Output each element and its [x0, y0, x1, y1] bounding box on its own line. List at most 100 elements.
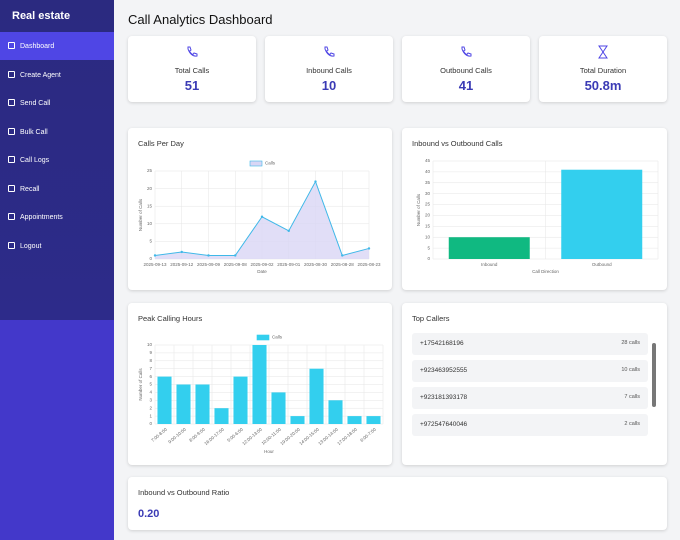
- nav-icon: [8, 99, 15, 106]
- caller-row[interactable]: 7 calls +923181393178: [412, 387, 648, 409]
- sidebar: Real estate Dashboard Create Agent Send Ca…: [0, 0, 114, 540]
- y-tick-label: 20: [425, 213, 431, 218]
- x-tick-label: 2025-08-23: [357, 262, 381, 267]
- nav-label: Send Call: [20, 100, 51, 107]
- caller-row[interactable]: 28 calls +17542168196: [412, 333, 648, 355]
- stat-value: 41: [458, 78, 474, 93]
- y-tick-label: 25: [425, 202, 431, 207]
- caller-number: +972547640046: [420, 421, 468, 428]
- legend-label: Calls: [265, 161, 276, 166]
- caller-row[interactable]: 2 calls +972547640046: [412, 414, 648, 436]
- ratio-value: 0.20: [138, 508, 160, 520]
- y-tick-label: 15: [425, 224, 431, 229]
- card-title: Peak Calling Hours: [138, 314, 203, 323]
- caller-number: +17542168196: [420, 340, 464, 347]
- caller-number: +923463952555: [420, 367, 468, 374]
- nav-icon: [8, 156, 15, 163]
- stat-card: Outbound Calls 41: [402, 36, 530, 102]
- stat-icon: [598, 45, 608, 59]
- y-tick-label: 25: [147, 168, 153, 173]
- y-tick-label: 4: [149, 390, 152, 395]
- legend-swatch: [249, 160, 263, 167]
- nav-item[interactable]: Recall: [0, 175, 114, 203]
- nav-item[interactable]: Dashboard: [0, 32, 114, 60]
- x-tick-label: 2025-09-02: [250, 262, 274, 267]
- legend-swatch: [256, 334, 270, 341]
- x-tick-label: Outbound: [592, 262, 612, 267]
- y-tick-label: 5: [149, 382, 152, 387]
- legend-label: Calls: [272, 335, 283, 340]
- bar: [195, 384, 210, 424]
- y-tick-label: 10: [425, 234, 431, 239]
- nav-item[interactable]: Logout: [0, 232, 114, 260]
- y-tick-label: 40: [425, 169, 431, 174]
- point: [180, 250, 183, 254]
- y-tick-label: 9: [149, 350, 152, 355]
- x-tick-label: 2025-09-13: [143, 262, 167, 267]
- nav-item[interactable]: Create Agent: [0, 61, 114, 89]
- bar: [233, 376, 248, 424]
- y-tick-label: 1: [149, 413, 152, 418]
- scrollbar[interactable]: [652, 343, 656, 407]
- chart-card: Inbound vs Outbound Calls 0 5 10 15 20 25 30 35 4…: [402, 128, 667, 290]
- bar: [448, 237, 530, 259]
- nav-icon: [8, 213, 15, 220]
- point: [341, 254, 344, 257]
- stat-value: 51: [184, 78, 200, 93]
- x-tick-label: 2025-08-30: [304, 262, 328, 267]
- bar: [561, 169, 643, 259]
- point: [234, 254, 237, 257]
- page-title: Call Analytics Dashboard: [128, 12, 273, 27]
- y-tick-label: 5: [149, 239, 152, 244]
- x-axis-title: Hour: [264, 449, 274, 454]
- y-tick-label: 0: [149, 256, 152, 261]
- call-count: 28 calls: [621, 340, 640, 346]
- area: [155, 181, 369, 259]
- point: [153, 254, 157, 257]
- chart: 0 5 10 15 20 25 2025-09-13 2025-09-12 2025-09-09…: [138, 160, 381, 275]
- bar: [157, 376, 172, 424]
- top-callers-card: Top Callers 28 calls +17542168196 10 calls…: [402, 303, 667, 465]
- point: [260, 215, 264, 218]
- y-tick-label: 3: [149, 397, 152, 402]
- call-count: 7 calls: [624, 394, 640, 400]
- card-title: Inbound vs Outbound Calls: [412, 139, 503, 148]
- bar: [271, 392, 286, 424]
- bar: [252, 345, 267, 424]
- nav-icon: [8, 241, 15, 249]
- y-tick-label: 45: [425, 158, 431, 163]
- x-axis-title: Call Direction: [532, 269, 559, 274]
- bar: [214, 408, 229, 424]
- stat-card: Total Calls 51: [128, 36, 256, 102]
- icon-shape: [598, 45, 608, 59]
- nav-item[interactable]: Call Logs: [0, 146, 114, 174]
- x-tick-label: 9:00-10:00: [167, 427, 187, 445]
- x-tick-label: 8:00-9:00: [188, 427, 206, 443]
- nav-item[interactable]: Bulk Call: [0, 118, 114, 146]
- nav-item[interactable]: Send Call: [0, 89, 114, 117]
- call-count: 10 calls: [621, 367, 640, 373]
- chart-card: Peak Calling Hours 0 1 2 3 4 5 6 7 8 9 10 7:00-8:00 9…: [128, 303, 392, 465]
- stat-icon: [461, 46, 472, 57]
- y-tick-label: 0: [149, 421, 152, 426]
- bar: [309, 368, 324, 424]
- chart: 0 1 2 3 4 5 6 7 8 9 10 7:00-8:00 9:00-10:00 8:00-9:00…: [138, 334, 384, 454]
- point: [287, 229, 290, 233]
- stat-label: Total Duration: [579, 66, 627, 75]
- stat-label: Total Calls: [174, 66, 210, 75]
- stat-icon: [187, 46, 198, 57]
- point: [314, 180, 317, 183]
- x-tick-label: 7:00-8:00: [150, 427, 168, 443]
- y-axis-title: Number of Calls: [138, 198, 143, 231]
- nav-item[interactable]: Appointments: [0, 203, 114, 231]
- stat-value: 50.8m: [584, 78, 622, 93]
- icon-shape: [461, 46, 472, 57]
- caller-row[interactable]: 10 calls +923463952555: [412, 360, 648, 382]
- x-tick-label: 5:00-6:00: [226, 427, 244, 443]
- x-tick-label: 12:00-13:00: [241, 427, 263, 447]
- x-tick-label: 2025-09-01: [277, 262, 301, 267]
- point: [367, 247, 371, 250]
- card-title: Top Callers: [412, 314, 450, 323]
- y-tick-label: 35: [425, 180, 431, 185]
